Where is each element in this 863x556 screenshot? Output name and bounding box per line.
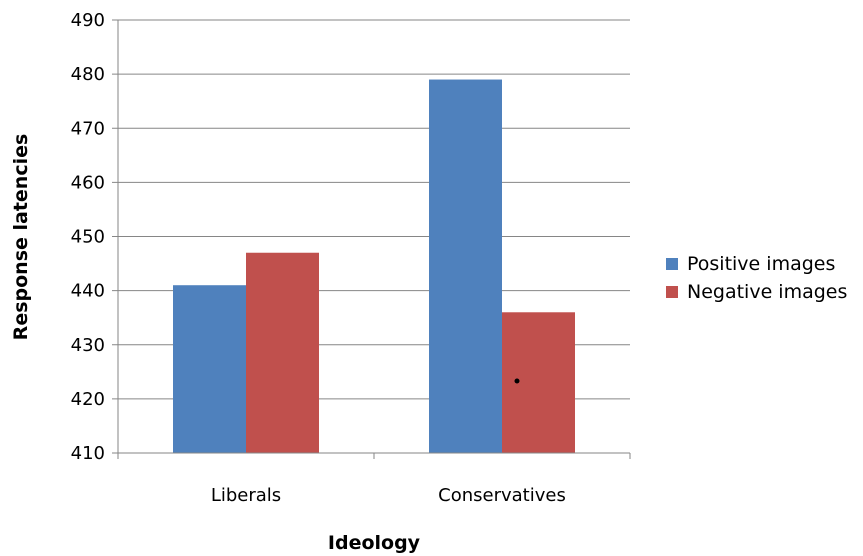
y-tick-label: 490 (71, 10, 105, 31)
bar-positive-images-conservatives (429, 79, 502, 453)
legend: Positive images Negative images (666, 253, 847, 303)
y-axis-title: Response latencies (10, 134, 32, 341)
y-tick-label: 480 (71, 64, 105, 85)
y-tick-label: 420 (71, 389, 105, 410)
bar-negative-images-liberals (246, 252, 319, 453)
y-tick-labels: 410 420 430 440 450 460 470 480 490 (71, 10, 105, 464)
y-tick-label: 410 (71, 443, 105, 464)
axes (112, 19, 631, 459)
x-tick-labels: Liberals Conservatives (211, 485, 566, 506)
y-tick-label: 430 (71, 335, 105, 356)
legend-swatch (666, 258, 678, 270)
bar-positive-images-liberals (173, 285, 246, 453)
x-axis-title: Ideology (328, 532, 421, 554)
y-tick-label: 440 (71, 281, 105, 302)
bar-negative-images-conservatives (502, 312, 575, 453)
bars (173, 79, 575, 453)
legend-label: Negative images (687, 281, 847, 303)
stray-dot (514, 378, 520, 384)
legend-label: Positive images (687, 253, 835, 275)
y-tick-label: 470 (71, 118, 105, 139)
legend-swatch (666, 286, 678, 298)
y-tick-label: 450 (71, 227, 105, 248)
y-tick-label: 460 (71, 172, 105, 193)
x-tick-label: Liberals (211, 485, 281, 506)
x-tick-label: Conservatives (438, 485, 566, 506)
